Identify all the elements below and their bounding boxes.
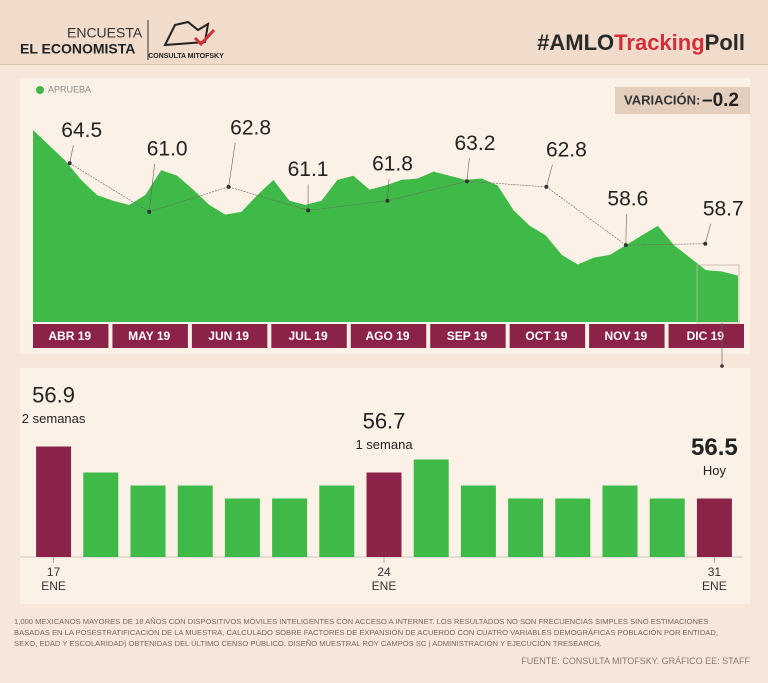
- leader: [69, 145, 74, 164]
- bar: [366, 472, 402, 557]
- x-tick-label: JUN 19: [208, 329, 249, 343]
- data-label: 56.9: [32, 382, 75, 407]
- data-label: 58.7: [703, 197, 744, 220]
- bar: [413, 459, 449, 557]
- month-box: [589, 324, 665, 348]
- bar: [224, 498, 260, 557]
- leader: [148, 163, 155, 212]
- legend-label: APRUEBA: [48, 84, 91, 94]
- hashtag-part: Tracking: [614, 30, 704, 55]
- variation-value: –0.2: [702, 90, 739, 111]
- bar: [696, 498, 732, 557]
- bar: [649, 498, 685, 557]
- leader: [546, 164, 553, 187]
- hashtag-part: Poll: [705, 30, 745, 55]
- leader: [625, 214, 627, 246]
- x-tick-label: MAY 19: [128, 329, 170, 343]
- data-label: 56.7: [363, 408, 406, 433]
- monthly-marker: [306, 208, 311, 213]
- data-label: 63.2: [455, 132, 496, 155]
- bar: [555, 498, 591, 557]
- note: 1 semana: [355, 437, 413, 452]
- bar: [130, 485, 166, 557]
- hashtag: #AMLOTrackingPoll: [537, 30, 745, 55]
- x-tick-label: JUL 19: [288, 329, 327, 343]
- x-tick-label: 17 ENE: [41, 565, 66, 593]
- zoom-box: [696, 264, 740, 324]
- header: [0, 0, 768, 65]
- month-box: [509, 324, 586, 348]
- marks: APRUEBA ABR 19 MAY 19 JUN 19 JUL 19 AGO 19 SEP…: [20, 84, 744, 563]
- data-label: 61.0: [147, 137, 188, 160]
- x-tick-label: DIC 19: [687, 329, 725, 343]
- month-box: [191, 324, 268, 348]
- bar: [272, 498, 308, 557]
- logo-text: CONSULTA MITOFSKY: [148, 53, 224, 60]
- bar: [177, 485, 213, 557]
- publisher: EL ECONOMISTA: [20, 41, 135, 57]
- monthly-marker: [226, 184, 231, 189]
- legend-swatch: [36, 86, 44, 94]
- chart: ENCUESTA EL ECONOMISTA CONSULTA MITOFSKY…: [20, 20, 750, 604]
- leader: [387, 178, 390, 201]
- x-tick-label: ABR 19: [48, 329, 91, 343]
- data-label: 62.8: [230, 116, 271, 139]
- monthly-marker: [385, 198, 390, 203]
- survey-label: ENCUESTA: [67, 25, 143, 41]
- month-box: [430, 324, 506, 348]
- month-box: [668, 324, 744, 348]
- data-label: 61.8: [372, 152, 413, 175]
- bar: [508, 498, 544, 557]
- x-tick-label: NOV 19: [604, 329, 647, 343]
- bar: [36, 446, 72, 557]
- hashtag-part: #AMLO: [537, 30, 614, 55]
- logo-check: [193, 28, 216, 47]
- monthly-marker: [147, 209, 152, 214]
- data-label: 62.8: [546, 138, 587, 161]
- x-tick-label: 24 ENE: [371, 565, 397, 593]
- data-label: 64.5: [61, 119, 102, 142]
- month-box: [350, 324, 427, 348]
- data-label: 61.1: [288, 158, 329, 181]
- logo-mark: [163, 20, 210, 47]
- area: [33, 129, 738, 322]
- x-tick-label: AGO 19: [365, 329, 409, 343]
- bar: [460, 485, 496, 557]
- x-tick-label: OCT 19: [525, 329, 567, 343]
- bar: [602, 485, 638, 557]
- monthly-marker: [67, 161, 72, 166]
- x-tick-label: 31 ENE: [702, 565, 727, 593]
- monthly-marker: [623, 243, 628, 248]
- note: 2 semanas: [22, 411, 86, 426]
- leader: [228, 142, 236, 187]
- zoom-dot: [720, 364, 724, 368]
- footnote: 1,000 MEXICANOS MAYORES DE 18 AÑOS CON D…: [14, 617, 718, 648]
- bar: [319, 485, 355, 557]
- leader: [466, 158, 470, 182]
- variation-box: [615, 87, 750, 114]
- monthly-marker: [703, 241, 708, 246]
- monthly-marker: [464, 179, 469, 184]
- x-tick-label: SEP 19: [447, 329, 488, 343]
- month-box: [271, 324, 347, 348]
- source: FUENTE: CONSULTA MITOFSKY. GRÁFICO EE: S…: [521, 656, 750, 666]
- bar: [83, 472, 119, 557]
- monthly-marker: [544, 184, 549, 189]
- month-box: [33, 324, 109, 348]
- variation-label: VARIACIÓN:: [624, 92, 700, 107]
- leader: [704, 223, 711, 244]
- data-label: 58.6: [607, 188, 648, 211]
- data-label: 56.5: [691, 434, 738, 461]
- month-box: [112, 324, 188, 348]
- note: Hoy: [703, 463, 727, 478]
